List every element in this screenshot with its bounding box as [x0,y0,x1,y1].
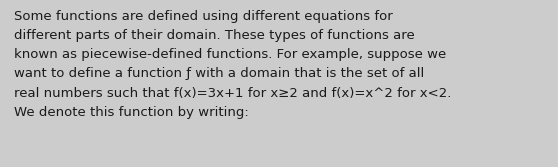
Text: different parts of their domain. These types of functions are: different parts of their domain. These t… [14,29,415,42]
Text: real numbers such that f(x)=3x+1 for x≥2 and f(x)=x^2 for x<2.: real numbers such that f(x)=3x+1 for x≥2… [14,87,451,100]
Text: Some functions are defined using different equations for: Some functions are defined using differe… [14,10,393,23]
Text: want to define a function ƒ with a domain that is the set of all: want to define a function ƒ with a domai… [14,67,424,80]
Text: We denote this function by writing:: We denote this function by writing: [14,106,249,119]
Text: known as piecewise-defined functions. For example, suppose we: known as piecewise-defined functions. Fo… [14,48,446,61]
